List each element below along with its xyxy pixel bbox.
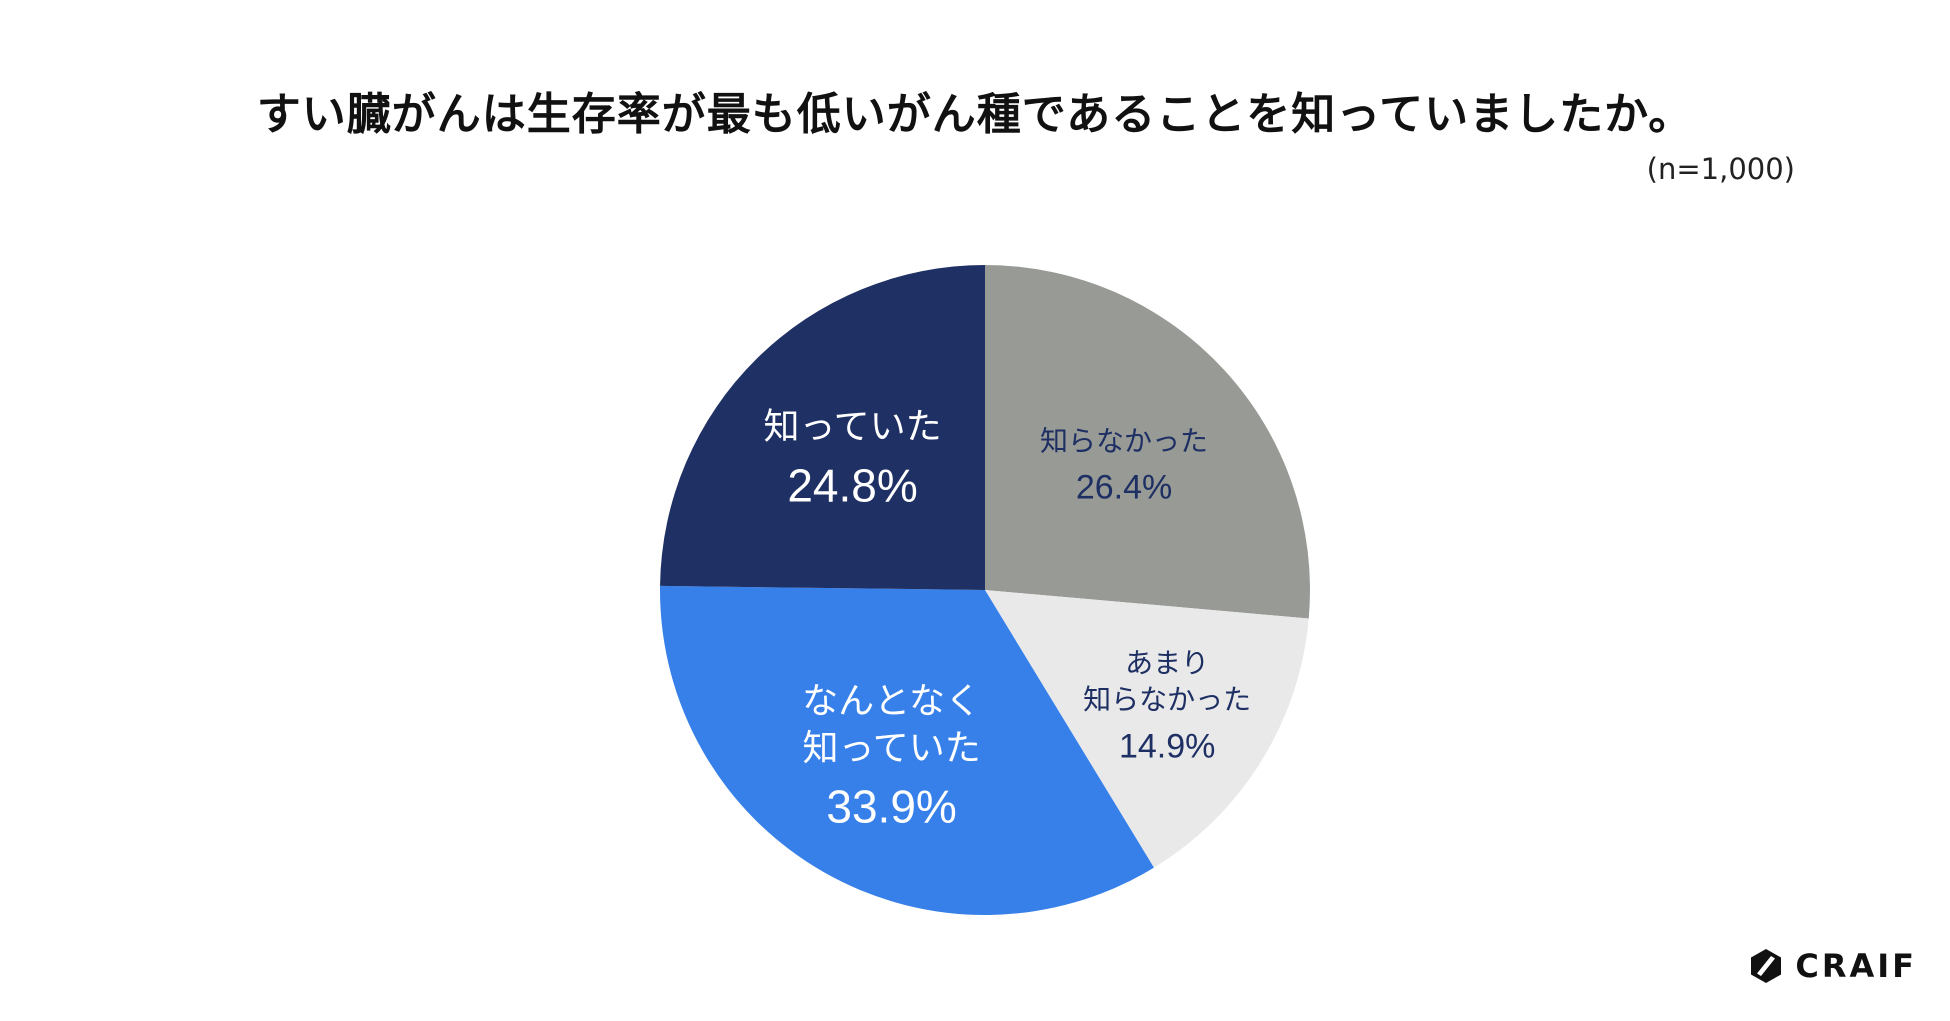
slice-value-label: 24.8%	[787, 459, 917, 511]
brand-logo: CRAIF	[1749, 947, 1917, 985]
slice-label-text: 知らなかった	[1083, 683, 1251, 716]
pie-label-3: 知っていた 24.8%	[763, 407, 941, 512]
slice-value-label: 33.9%	[826, 781, 956, 833]
slice-value-label: 14.9%	[1119, 727, 1215, 765]
slice-label-text: あまり	[1125, 647, 1209, 680]
chart-title: すい臓がんは生存率が最も低いがん種であることを知っていましたか。	[256, 89, 1694, 140]
slice-label-text: 知っていた	[763, 407, 941, 448]
slice-label-text: なんとなく	[802, 681, 981, 722]
pie-slice-3	[660, 265, 985, 590]
pie-label-0: 知らなかった 26.4%	[1040, 424, 1208, 506]
slice-label-text: 知らなかった	[1040, 424, 1208, 457]
pie-slice-1	[985, 590, 1309, 868]
slice-label-text: 知っていた	[803, 728, 981, 769]
slice-value-label: 26.4%	[1076, 469, 1172, 507]
craif-logo-icon	[1751, 949, 1782, 983]
pie-slice-2	[660, 585, 1154, 916]
logo-text: CRAIF	[1795, 947, 1917, 985]
pie-slice-0	[985, 265, 1310, 619]
sample-size: (n=1,000)	[1646, 152, 1795, 186]
